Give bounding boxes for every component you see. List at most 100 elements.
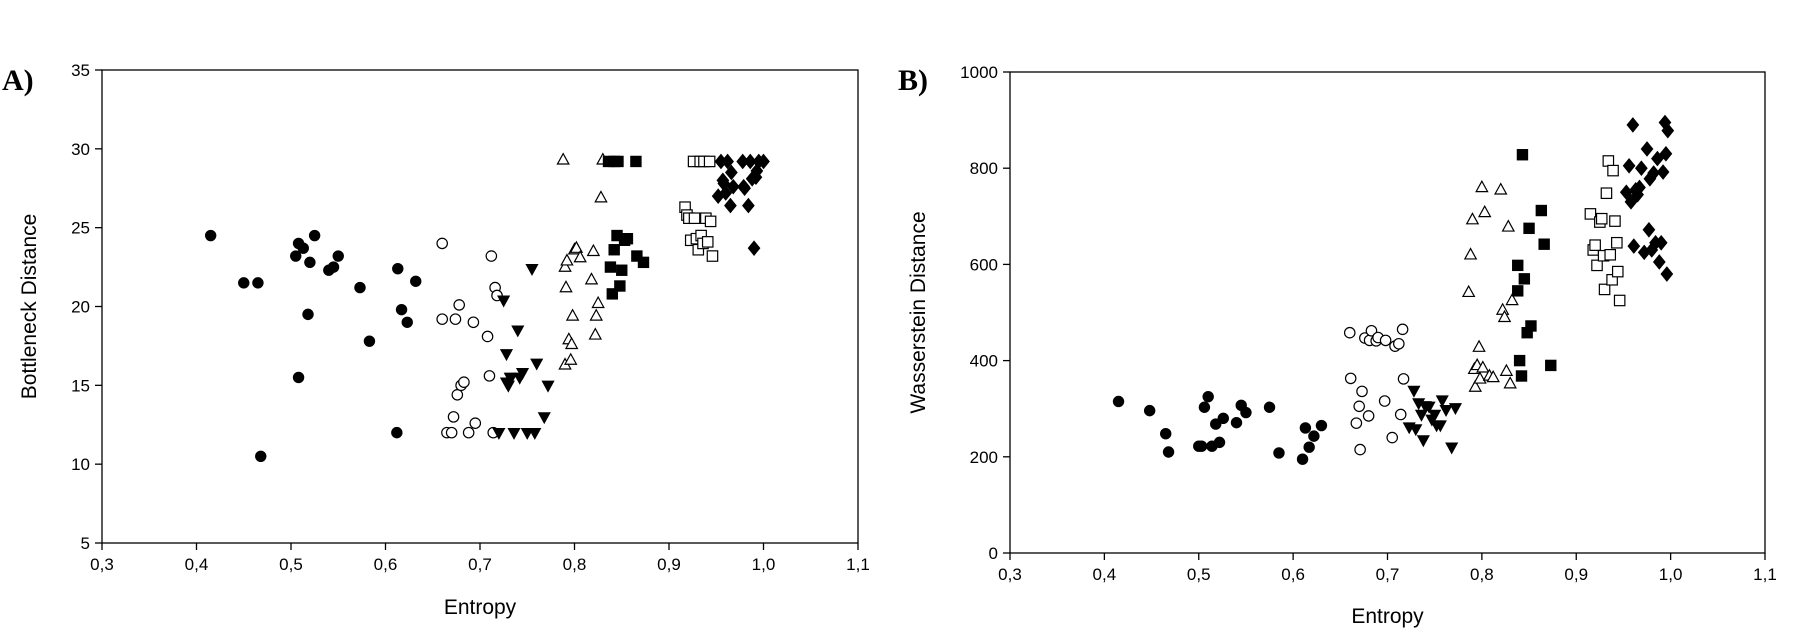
- chart-a-panel-label: A): [2, 64, 34, 97]
- chart-a-point-triangle-down-filled: [528, 427, 542, 440]
- chart-a-point-diamond-filled: [742, 197, 755, 214]
- chart-a-y-tick-label: 5: [81, 534, 90, 553]
- chart-a-point-triangle-up-open: [556, 152, 570, 165]
- chart-a-x-tick-label: 0,8: [563, 555, 587, 574]
- chart-a-point-diamond-filled: [747, 240, 761, 256]
- chart-a-x-tick-label: 0,6: [374, 555, 398, 574]
- chart-a-point-circle-filled: [204, 229, 217, 242]
- chart-a-point-triangle-down-filled: [537, 412, 551, 425]
- chart-b-point-square-open: [1598, 283, 1611, 296]
- chart-a-point-circle-open: [453, 299, 466, 311]
- chart-b-point-circle-filled: [1263, 401, 1276, 413]
- chart-b-point-circle-filled: [1213, 436, 1226, 449]
- chart-a-point-square-filled: [608, 244, 620, 256]
- chart-a-point-circle-filled: [290, 250, 302, 262]
- chart-a-point-square-open: [706, 250, 719, 262]
- chart-a-point-circle-open: [449, 313, 462, 325]
- chart-b-point-triangle-down-filled: [1428, 409, 1442, 422]
- chart-a-x-tick-label: 0,9: [657, 555, 681, 574]
- chart-b-point-diamond-filled: [1654, 234, 1668, 251]
- chart-a-point-circle-filled: [354, 281, 366, 294]
- chart-a-point-triangle-up-open: [563, 352, 578, 365]
- chart-a-point-triangle-down-filled: [492, 427, 506, 440]
- chart-b-point-diamond-filled: [1624, 194, 1638, 210]
- chart-b-point-diamond-filled: [1661, 122, 1675, 139]
- chart-b-point-square-open: [1604, 248, 1617, 261]
- chart-b-point-circle-open: [1362, 410, 1375, 422]
- chart-b-point-square-filled: [1525, 320, 1537, 332]
- chart-b-point-square-filled: [1516, 149, 1529, 161]
- chart-b-point-circle-open: [1386, 431, 1399, 444]
- chart-b-point-triangle-down-filled: [1448, 403, 1463, 416]
- chart-b-point-diamond-filled: [1633, 179, 1646, 196]
- chart-b-point-circle-filled: [1273, 447, 1285, 459]
- chart-a-point-circle-open: [467, 316, 480, 329]
- chart-a-point-circle-open: [458, 376, 470, 388]
- chart-a-point-circle-filled: [252, 277, 264, 289]
- chart-b-point-circle-open: [1343, 326, 1356, 339]
- chart-b-x-tick-label: 0,7: [1376, 565, 1400, 584]
- chart-b-point-diamond-filled: [1659, 145, 1673, 162]
- chart-a-point-square-open: [688, 212, 701, 225]
- chart-b-point-diamond-filled: [1647, 165, 1661, 181]
- chart-a-point-circle-open: [445, 426, 458, 439]
- chart-b-point-circle-open: [1354, 443, 1366, 456]
- chart-b-point-square-filled: [1512, 259, 1524, 272]
- chart-b-x-tick-label: 0,8: [1470, 565, 1494, 584]
- chart-a-point-square-filled: [612, 155, 624, 168]
- chart-a-point-circle-open: [481, 330, 494, 343]
- chart-a-point-diamond-filled: [725, 164, 738, 181]
- chart-b-point-circle-open: [1393, 337, 1405, 350]
- chart-a-point-triangle-up-open: [588, 327, 603, 340]
- chart-b-x-tick-label: 1,0: [1659, 565, 1683, 584]
- chart-a-point-circle-open: [447, 411, 460, 423]
- chart-b-point-square-filled: [1515, 370, 1528, 382]
- chart-a-point-circle-filled: [401, 316, 413, 328]
- chart-b-point-circle-filled: [1210, 418, 1222, 430]
- chart-a-point-diamond-filled: [721, 153, 734, 170]
- chart-a-point-triangle-down-filled: [499, 349, 514, 362]
- chart-a-plot-frame: [101, 69, 859, 544]
- chart-b-point-circle-open: [1396, 323, 1409, 336]
- chart-a-x-tick-label: 0,4: [185, 555, 209, 574]
- chart-b-y-tick-label: 400: [970, 352, 998, 371]
- chart-a-point-circle-filled: [238, 277, 250, 289]
- chart-b-point-triangle-up-open: [1486, 369, 1500, 383]
- chart-b-point-triangle-down-filled: [1433, 420, 1447, 433]
- chart-b-point-triangle-down-filled: [1435, 395, 1449, 408]
- chart-b-point-circle-open: [1379, 334, 1392, 347]
- chart-a-point-diamond-filled: [738, 180, 751, 197]
- chart-b-point-square-open: [1589, 239, 1601, 251]
- chart-a-point-square-filled: [606, 288, 618, 300]
- chart-b-point-triangle-up-open: [1505, 292, 1519, 306]
- chart-a-point-triangle-down-filled: [525, 264, 539, 276]
- chart-b-point-circle-filled: [1308, 430, 1320, 442]
- chart-a-y-tick-label: 25: [71, 219, 90, 238]
- chart-a-y-tick-label: 35: [71, 61, 90, 80]
- chart-b-panel-label: B): [898, 64, 928, 97]
- chart-b-point-square-filled: [1513, 354, 1526, 367]
- chart-a-y-tick-label: 15: [71, 376, 90, 395]
- chart-a-point-square-filled: [621, 233, 634, 245]
- chart-b-point-circle-open: [1356, 385, 1368, 398]
- chart-b-point-triangle-up-open: [1477, 204, 1492, 218]
- chart-a-point-triangle-down-filled: [541, 380, 555, 393]
- chart-a-point-square-open: [701, 236, 714, 248]
- chart-b-y-tick-label: 600: [970, 255, 998, 274]
- chart-b-point-triangle-down-filled: [1439, 405, 1453, 417]
- chart-a-point-circle-filled: [410, 275, 422, 287]
- chart-a-point-triangle-down-filled: [501, 380, 515, 393]
- chart-b-point-square-open: [1613, 294, 1626, 307]
- chart-a-point-square-filled: [637, 256, 650, 269]
- chart-b-point-circle-open: [1394, 408, 1407, 421]
- chart-b-point-circle-filled: [1160, 428, 1172, 440]
- chart-a-point-circle-filled: [332, 250, 344, 262]
- chart-a-point-circle-filled: [255, 450, 267, 462]
- chart-b-point-square-filled: [1535, 204, 1548, 217]
- chart-b-point-triangle-down-filled: [1416, 435, 1430, 448]
- chart-a-point-circle-filled: [327, 261, 340, 273]
- chart-b-point-diamond-filled: [1652, 254, 1666, 270]
- chart-panel-a: A) 0,3 0,4 0,5 0,6 0,7 0,8 0,9 1,0 1,1 5 10 15 20 25 30…: [2, 61, 870, 619]
- chart-b-point-circle-filled: [1315, 419, 1328, 432]
- chart-a-point-square-filled: [614, 280, 626, 292]
